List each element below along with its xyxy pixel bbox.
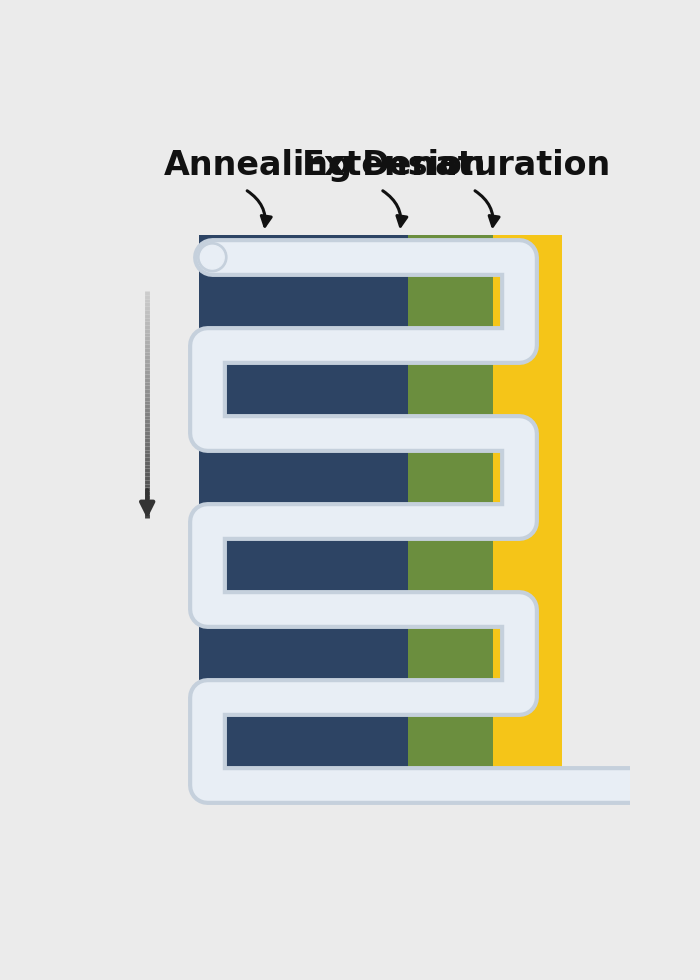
Circle shape bbox=[200, 245, 224, 270]
Circle shape bbox=[197, 243, 227, 271]
Text: Extension: Extension bbox=[302, 149, 486, 181]
Bar bbox=[407, 234, 493, 801]
Bar bbox=[493, 234, 562, 801]
Circle shape bbox=[680, 771, 700, 800]
Text: Denaturation: Denaturation bbox=[362, 149, 611, 181]
Text: Annealing: Annealing bbox=[164, 149, 353, 181]
Circle shape bbox=[683, 773, 700, 798]
Bar bbox=[199, 234, 407, 801]
